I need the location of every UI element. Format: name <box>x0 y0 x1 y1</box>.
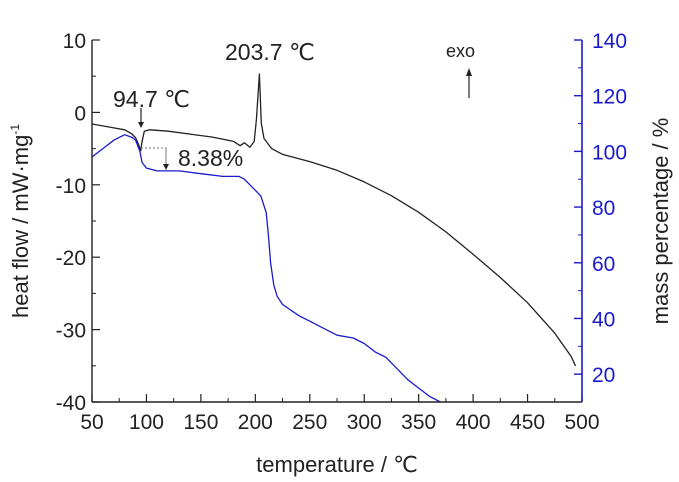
x-tick-label: 150 <box>183 411 218 434</box>
y-left-tick-label: 0 <box>74 102 86 125</box>
heat-flow-series <box>92 73 577 367</box>
left-axis-title: heat flow / mW·mg-1 <box>8 124 33 318</box>
y-right-tick-label: 40 <box>592 308 615 331</box>
ticks-layer: 50 100 150 200 250 300 350 400 450 500100-10-20-3… <box>56 30 627 434</box>
x-tick-label: 300 <box>347 411 382 434</box>
x-tick-label: 50 <box>80 411 103 434</box>
x-tick-label: 250 <box>292 411 327 434</box>
y-right-tick-label: 60 <box>592 253 615 276</box>
exo-arrow <box>466 68 472 98</box>
x-tick-label: 450 <box>510 411 545 434</box>
y-right-tick-label: 100 <box>592 141 627 164</box>
x-tick-label: 500 <box>564 411 599 434</box>
y-right-tick-label: 120 <box>592 86 627 109</box>
x-tick-label: 200 <box>238 411 273 434</box>
y-right-tick-label: 20 <box>592 364 615 387</box>
x-tick-label: 350 <box>401 411 436 434</box>
left-axis-title-superscript: -1 <box>8 124 22 135</box>
right-axis-title: mass percentage / % <box>648 118 673 325</box>
y-right-tick-label: 80 <box>592 197 615 220</box>
x-axis-title: temperature / ℃ <box>256 452 418 477</box>
peak-label-203: 203.7 ℃ <box>225 39 315 65</box>
exo-label: exo <box>446 41 475 61</box>
axes-layer <box>91 40 583 403</box>
mass-loss-label: 8.38% <box>178 145 243 171</box>
y-left-tick-label: 10 <box>63 30 86 53</box>
peak-label-94: 94.7 ℃ <box>113 86 190 112</box>
peak-94-arrow <box>138 108 144 128</box>
y-left-tick-label: -10 <box>56 175 86 198</box>
x-tick-label: 400 <box>456 411 491 434</box>
y-left-tick-label: -40 <box>56 392 86 415</box>
y-left-tick-label: -30 <box>56 320 86 343</box>
y-right-tick-label: 140 <box>592 30 627 53</box>
x-tick-label: 100 <box>129 411 164 434</box>
mass-percentage-series <box>92 134 442 402</box>
mass-loss-bracket <box>141 147 169 170</box>
y-left-tick-label: -20 <box>56 247 86 270</box>
series-layer <box>92 73 577 402</box>
